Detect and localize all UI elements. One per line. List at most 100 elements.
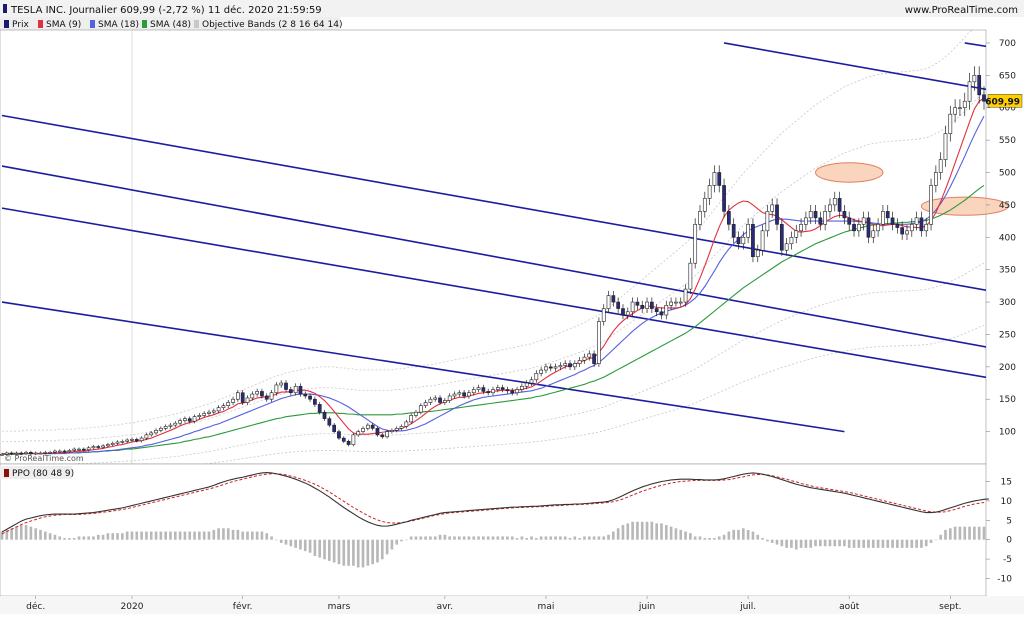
legend-label: Prix: [12, 20, 29, 30]
candle-body: [245, 397, 250, 403]
candle-body: [553, 366, 558, 369]
price-tick-label: 350: [999, 266, 1016, 276]
ppo-histogram-bar: [650, 521, 654, 540]
ppo-histogram-bar: [275, 539, 278, 541]
price-tick-label: 150: [999, 395, 1016, 405]
ppo-histogram-bar: [462, 536, 466, 540]
candle-body: [683, 288, 688, 303]
candle-body: [621, 308, 625, 316]
legend-swatch: [90, 20, 95, 28]
candle-body: [804, 217, 808, 225]
candle-body: [264, 395, 269, 400]
candle-body: [587, 353, 592, 358]
x-tick-label: avr.: [437, 602, 454, 612]
candle-body: [544, 366, 548, 371]
ppo-histogram-bar: [867, 539, 870, 548]
ppo-histogram-bar: [751, 531, 755, 540]
ppo-histogram-bar: [121, 533, 124, 540]
ppo-histogram-bar: [958, 526, 962, 540]
candle-body: [43, 452, 48, 454]
price-tick-label: 650: [999, 71, 1016, 81]
ppo-histogram-bar: [169, 531, 172, 540]
ppo-histogram-bar: [164, 531, 167, 540]
ppo-histogram-bar: [443, 534, 447, 540]
price-axis: 100 150 200 250 300 350 400 450 500 550 600 650 700 6…: [985, 39, 1023, 438]
candle-body: [760, 230, 765, 251]
ppo-histogram-bar: [183, 531, 187, 540]
candle-body: [457, 392, 462, 395]
candle-body: [982, 94, 986, 102]
candle-body: [524, 382, 529, 387]
candle-body: [62, 450, 67, 453]
legend-swatch: [142, 20, 147, 28]
candle-body: [337, 431, 341, 439]
ppo-histogram-bar: [395, 539, 399, 545]
ppo-histogram-bar: [775, 539, 779, 545]
ppo-histogram-bar: [847, 539, 851, 548]
ppo-histogram-bar: [457, 536, 461, 540]
candle-body: [611, 295, 616, 303]
candle-body: [240, 392, 245, 403]
price-tick-label: 400: [999, 233, 1016, 243]
ppo-histogram-bar: [703, 538, 707, 540]
ppo-histogram-bar: [857, 539, 861, 548]
candle-body: [380, 434, 385, 438]
ppo-histogram-bar: [515, 538, 519, 540]
price-tick-label: 700: [999, 39, 1016, 49]
ppo-histogram-bar: [790, 539, 793, 548]
ppo-signal-line: [1, 473, 985, 535]
copyright-label: © ProRealTime.com: [4, 454, 84, 463]
candle-body: [24, 452, 28, 454]
ppo-histogram-bar: [510, 536, 514, 540]
candle-body: [0, 453, 4, 456]
candle-body: [736, 236, 741, 245]
ppo-histogram-bar: [843, 539, 846, 547]
candle-body: [57, 450, 62, 453]
candle-body: [933, 172, 938, 186]
candle-body: [288, 389, 293, 394]
candle-body: [707, 185, 712, 199]
ppo-histogram-bar: [953, 526, 957, 540]
ppo-histogram-bar: [737, 529, 740, 540]
x-tick-label: déc.: [26, 601, 45, 612]
candle-body: [775, 204, 779, 225]
candle-body: [847, 217, 852, 225]
x-tick-label: juin: [638, 602, 655, 612]
ppo-histogram-bar: [626, 523, 630, 540]
candle-body: [500, 387, 505, 390]
last-price-badge: [987, 94, 1023, 108]
ppo-histogram-bar: [838, 539, 841, 547]
candle-body: [515, 389, 519, 394]
ppo-histogram-bar: [19, 525, 23, 540]
ppo-histogram-bar: [380, 539, 384, 560]
candle-body: [293, 385, 298, 394]
candle-body: [890, 217, 895, 225]
candle-body: [813, 211, 818, 219]
candle-body: [322, 411, 327, 419]
ppo-histogram-bar: [506, 536, 509, 540]
candle-body: [534, 373, 539, 381]
ppo-tick-label: 15: [1001, 478, 1012, 488]
ppo-histogram-bar: [10, 528, 13, 540]
candle-body: [520, 385, 524, 390]
ppo-histogram-bar: [578, 538, 581, 540]
candle-body: [462, 392, 466, 397]
candle-body: [606, 295, 611, 309]
candle-body: [202, 413, 207, 416]
ppo-histogram-bar: [0, 531, 4, 540]
candle-body: [577, 360, 582, 364]
candle-body: [399, 426, 404, 429]
candle-body: [327, 418, 332, 426]
ppo-histogram-bar: [178, 531, 182, 540]
candle-body: [130, 439, 134, 441]
ppo-histogram-bar: [645, 521, 649, 540]
candle-body: [885, 211, 890, 219]
ppo-histogram-bar: [313, 539, 317, 556]
candle-body: [948, 113, 953, 134]
ppo-histogram-bar: [63, 538, 66, 540]
candle-body: [943, 133, 948, 160]
channel-line: [1, 207, 986, 379]
ppo-histogram-bar: [583, 536, 586, 540]
candle-body: [14, 452, 19, 455]
legend-swatch: [194, 20, 199, 28]
